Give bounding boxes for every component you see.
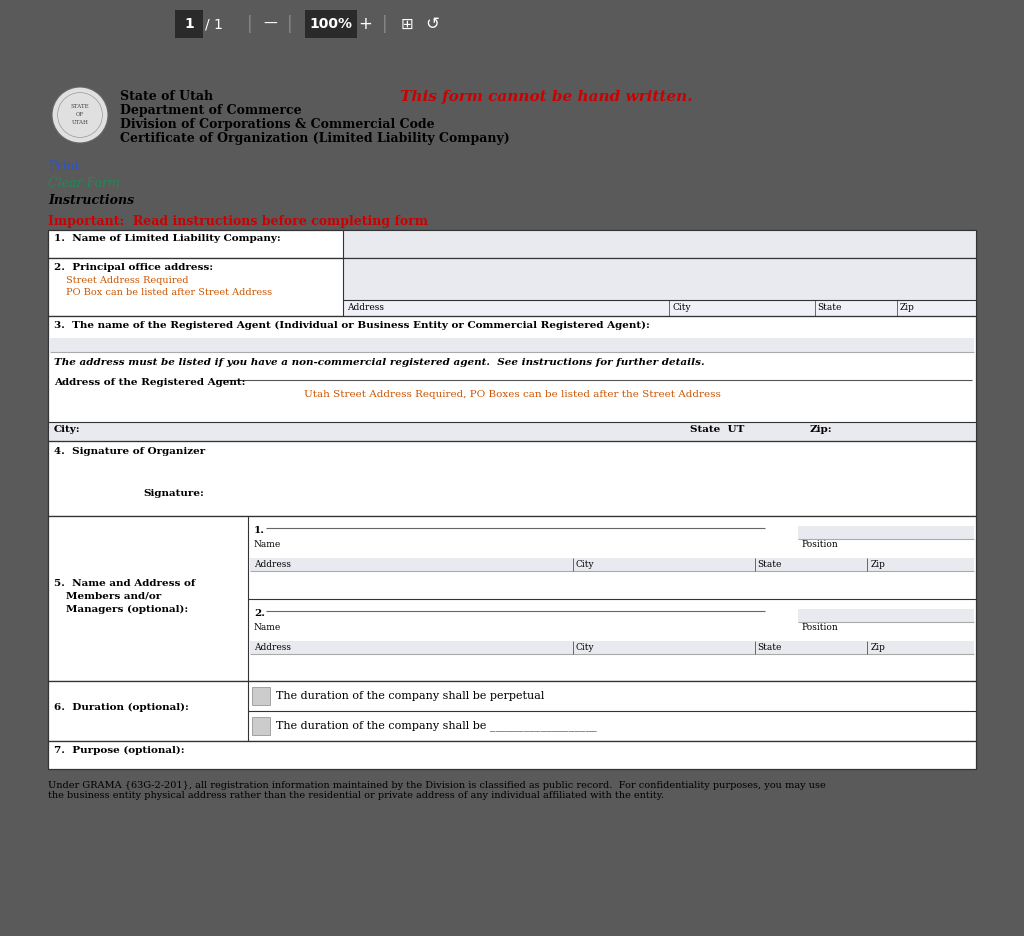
Text: +: +	[358, 15, 372, 33]
Text: —: —	[263, 17, 276, 31]
Text: PO Box can be listed after Street Address: PO Box can be listed after Street Addres…	[66, 288, 272, 297]
Text: State  UT: State UT	[690, 425, 744, 434]
Text: Zip:: Zip:	[810, 425, 833, 434]
Text: City:: City:	[54, 425, 81, 434]
Text: 3.  The name of the Registered Agent (Individual or Business Entity or Commercia: 3. The name of the Registered Agent (Ind…	[54, 321, 650, 330]
Text: 6.  Duration (optional):: 6. Duration (optional):	[54, 702, 188, 711]
Text: Print: Print	[48, 160, 80, 173]
Text: Utah Street Address Required, PO Boxes can be listed after the Street Address: Utah Street Address Required, PO Boxes c…	[303, 390, 721, 399]
Text: State: State	[758, 560, 782, 569]
Text: Zip: Zip	[870, 642, 886, 651]
Text: 1.: 1.	[254, 526, 265, 535]
Bar	[48, 681, 976, 741]
Text: Name: Name	[254, 622, 282, 632]
Circle shape	[52, 87, 108, 143]
Text: Division of Corporations & Commercial Code: Division of Corporations & Commercial Co…	[120, 118, 434, 131]
Text: Instructions: Instructions	[48, 194, 134, 207]
Text: Address of the Registered Agent:: Address of the Registered Agent:	[54, 378, 246, 387]
Text: 7.  Purpose (optional):: 7. Purpose (optional):	[54, 746, 184, 755]
Bar	[250, 558, 974, 571]
Bar	[252, 687, 270, 705]
Text: 1: 1	[184, 17, 194, 31]
Text: 5.  Name and Address of: 5. Name and Address of	[54, 578, 196, 588]
Bar	[250, 640, 974, 653]
Text: Clear Form: Clear Form	[48, 177, 120, 190]
Text: Address: Address	[254, 560, 291, 569]
Bar	[48, 230, 976, 258]
Text: 2.  Principal office address:: 2. Principal office address:	[54, 263, 213, 272]
Text: Managers (optional):: Managers (optional):	[66, 605, 188, 614]
Text: The address must be listed if you have a non-commercial registered agent.  See i: The address must be listed if you have a…	[54, 358, 705, 367]
Bar	[48, 441, 976, 516]
Text: Important:  Read instructions before completing form: Important: Read instructions before comp…	[48, 215, 428, 228]
Bar	[50, 338, 974, 352]
Bar	[48, 422, 976, 441]
Text: Certificate of Organization (Limited Liability Company): Certificate of Organization (Limited Lia…	[120, 132, 510, 145]
Text: State of Utah: State of Utah	[120, 90, 213, 103]
Text: City: City	[575, 560, 594, 569]
Text: Address: Address	[254, 642, 291, 651]
Bar	[252, 717, 270, 735]
Bar	[798, 526, 974, 539]
Bar	[48, 516, 976, 681]
Text: ⊞: ⊞	[400, 17, 414, 32]
Text: OF: OF	[76, 112, 84, 118]
Text: 1.  Name of Limited Liability Company:: 1. Name of Limited Liability Company:	[54, 234, 281, 243]
Text: Under GRAMA {63G-2-201}, all registration information maintained by the Division: Under GRAMA {63G-2-201}, all registratio…	[48, 781, 825, 800]
Bar	[343, 258, 976, 300]
Text: Address: Address	[347, 303, 384, 312]
Text: 2.: 2.	[254, 608, 265, 618]
Text: Name: Name	[254, 540, 282, 549]
Text: 100%: 100%	[309, 17, 352, 31]
Bar	[48, 316, 976, 441]
Text: City: City	[672, 303, 691, 312]
Bar	[343, 230, 976, 258]
Bar	[305, 10, 357, 38]
Text: Department of Commerce: Department of Commerce	[120, 104, 302, 117]
Text: Street Address Required: Street Address Required	[66, 276, 188, 285]
Bar	[343, 300, 976, 316]
Text: Members and/or: Members and/or	[66, 592, 161, 601]
Text: Signature:: Signature:	[143, 489, 204, 498]
Text: Position: Position	[802, 622, 839, 632]
Bar	[798, 608, 974, 622]
Text: The duration of the company shall be ___________________: The duration of the company shall be ___…	[276, 721, 597, 731]
Text: Position: Position	[802, 540, 839, 549]
Text: |: |	[247, 15, 253, 33]
Text: Zip: Zip	[870, 560, 886, 569]
Text: |: |	[382, 15, 388, 33]
Text: City: City	[575, 642, 594, 651]
Text: 4.  Signature of Organizer: 4. Signature of Organizer	[54, 447, 205, 456]
Text: UTAH: UTAH	[72, 121, 88, 125]
Text: STATE: STATE	[71, 105, 89, 110]
Bar	[175, 10, 203, 38]
Text: The duration of the company shall be perpetual: The duration of the company shall be per…	[276, 691, 545, 701]
Text: State: State	[818, 303, 842, 312]
Text: State: State	[758, 642, 782, 651]
Bar	[48, 741, 976, 769]
Text: Zip: Zip	[900, 303, 914, 312]
Bar	[48, 258, 976, 316]
Text: This form cannot be hand written.: This form cannot be hand written.	[400, 90, 692, 104]
Text: / 1: / 1	[205, 17, 223, 31]
Text: |: |	[287, 15, 293, 33]
Text: ↺: ↺	[425, 15, 439, 33]
